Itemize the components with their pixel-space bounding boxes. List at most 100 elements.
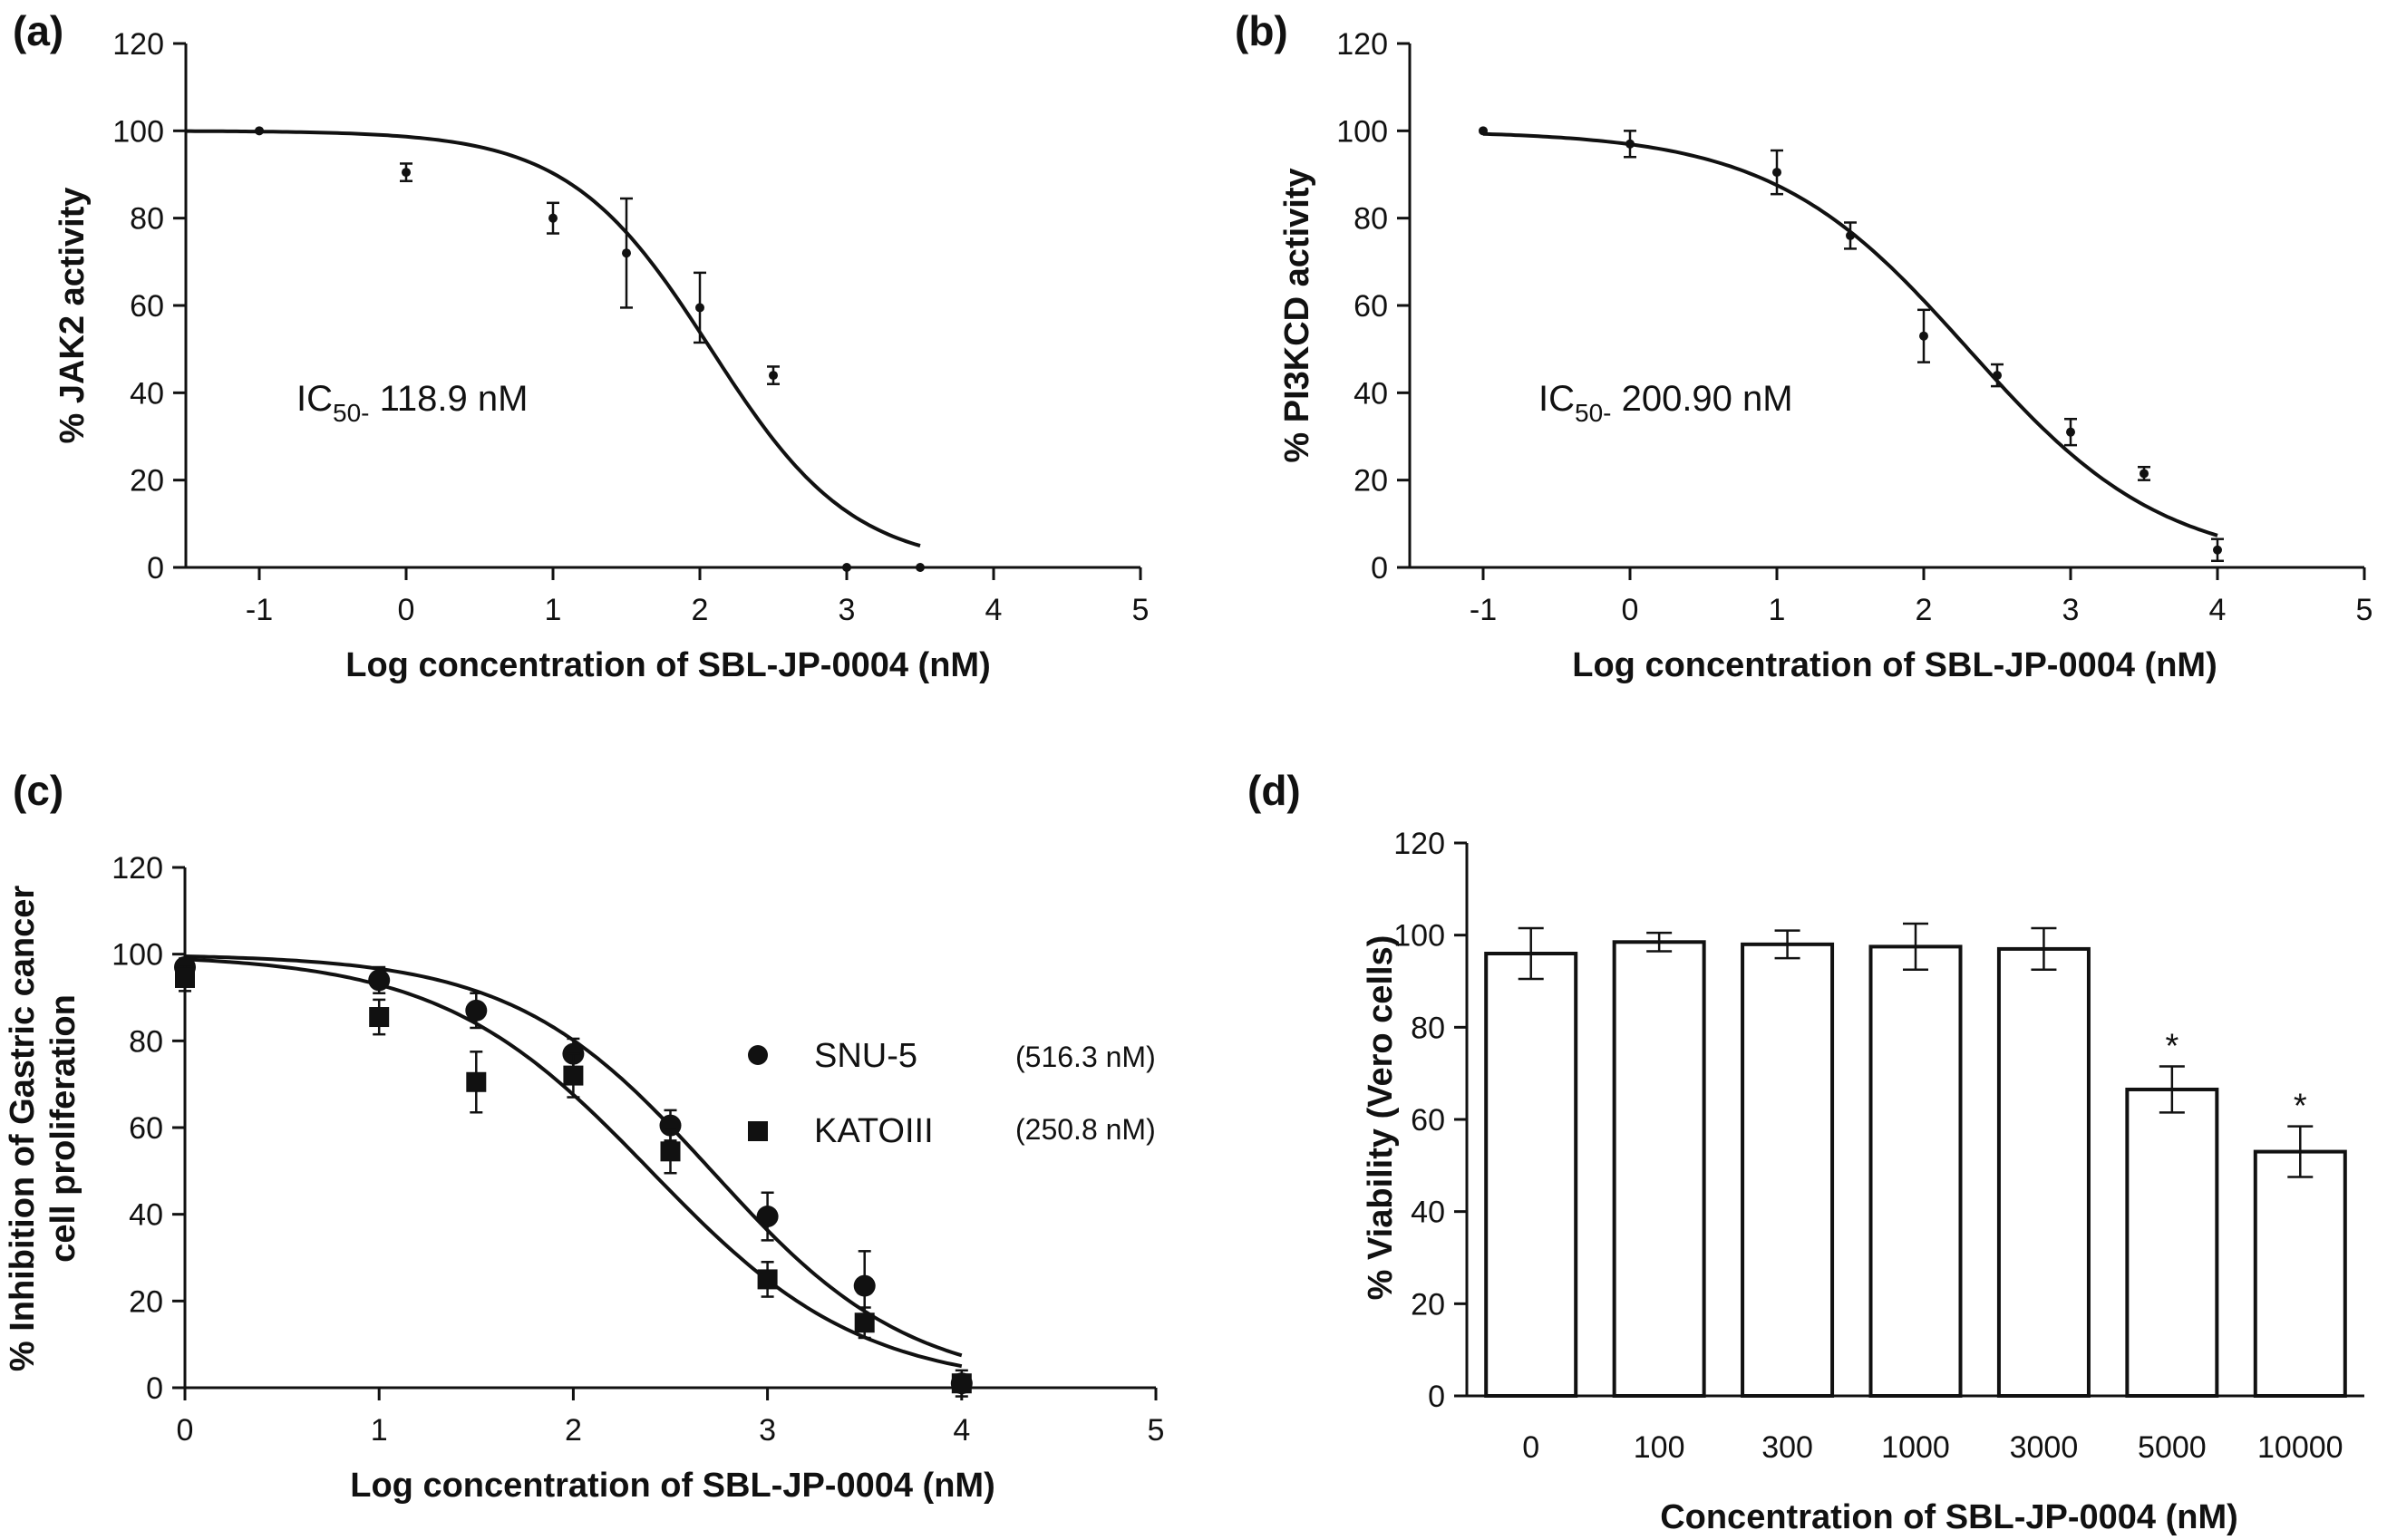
data-point-square [660, 1141, 681, 1162]
panel-d-x-axis-title: Concentration of SBL-JP-0004 (nM) [1660, 1498, 2238, 1536]
x-tick-label: 2 [692, 593, 709, 627]
y-tick-label: 100 [112, 114, 164, 149]
data-point [402, 168, 411, 178]
y-tick-label: 0 [146, 1371, 163, 1406]
x-tick-label: -1 [1470, 593, 1497, 627]
legend-snu5-label: SNU-5 [814, 1037, 917, 1075]
x-category-label: 300 [1761, 1430, 1813, 1465]
panel-c-x-axis-title: Log concentration of SBL-JP-0004 (nM) [350, 1467, 995, 1505]
panel-c-legend: SNU-5 (516.3 nM) KATOIII (250.8 nM) [748, 1037, 1156, 1150]
x-tick-label: 4 [953, 1413, 970, 1448]
ic50-prefix: IC [296, 379, 333, 419]
data-point [2213, 545, 2222, 555]
panel-a-fit-curve [186, 129, 921, 548]
panel-d-label: (d) [1247, 767, 1301, 814]
x-tick-label: 1 [371, 1413, 388, 1448]
data-point [2066, 427, 2075, 437]
panel-b-data-points [1479, 126, 2224, 563]
x-category-label: 100 [1634, 1430, 1685, 1465]
significance-asterisk: * [2165, 1028, 2178, 1066]
panel-d-axes [1465, 843, 2364, 1398]
ic50-prefix: IC [1538, 379, 1575, 419]
panel-b-ic50-annotation: IC50- 200.90 nM [1538, 379, 1793, 427]
panel-b-axes [1408, 44, 2364, 569]
y-tick-label: 0 [147, 551, 164, 586]
legend-snu5-ic50: (516.3 nM) [1015, 1041, 1156, 1073]
panel-c-label: (c) [13, 767, 63, 814]
panel-c-x-axis: 0 1 2 3 4 5 [177, 1388, 1165, 1448]
x-category-label: 0 [1522, 1430, 1539, 1465]
y-tick-label: 100 [1393, 919, 1445, 954]
panel-b-fit-curve [1482, 131, 2218, 538]
y-tick-label: 40 [130, 376, 164, 411]
x-tick-label: 5 [1148, 1413, 1165, 1448]
x-tick-label: 5 [1132, 593, 1150, 627]
x-tick-label: -1 [246, 593, 273, 627]
y-tick-label: 20 [130, 464, 164, 499]
data-point-square [563, 1065, 584, 1086]
data-point [1625, 139, 1635, 149]
panel-a-y-axis: 0 20 40 60 80 100 120 [112, 27, 186, 586]
panel-c-fit-curve-snu5 [184, 954, 963, 1358]
x-tick-label: 3 [759, 1413, 776, 1448]
data-point [465, 999, 488, 1022]
y-tick-label: 0 [1428, 1380, 1445, 1414]
y-tick-label: 20 [1411, 1287, 1445, 1322]
panel-b-x-axis-title: Log concentration of SBL-JP-0004 (nM) [1572, 646, 2217, 684]
panel-b-label: (b) [1235, 7, 1288, 54]
ic50-subscript: 50- [333, 399, 369, 427]
x-tick-label: 2 [565, 1413, 582, 1448]
bar [2125, 1087, 2219, 1399]
x-category-label: 3000 [2010, 1430, 2079, 1465]
data-point [1993, 371, 2002, 381]
x-tick-label: 1 [545, 593, 562, 627]
data-point [1772, 168, 1781, 178]
panel-c-y-axis: 0 20 40 60 80 100 120 [112, 851, 185, 1406]
panel-d-bars: ** [1484, 922, 2347, 1399]
panel-d-x-axis: 0 100 300 1000 3000 5000 10000 [1522, 1430, 2343, 1465]
data-point [1479, 126, 1488, 136]
bar [1612, 940, 1706, 1398]
x-tick-label: 0 [177, 1413, 194, 1448]
y-tick-label: 120 [112, 27, 164, 62]
bar [1996, 946, 2091, 1398]
x-tick-label: 3 [839, 593, 856, 627]
panel-c-y-axis-title-line1: % Inhibition of Gastric cancer [4, 886, 42, 1372]
bar [1484, 952, 1578, 1398]
y-tick-label: 100 [112, 938, 163, 973]
bar [2253, 1149, 2347, 1399]
panel-d-y-axis-title: % Viability (Vero cells) [1362, 935, 1400, 1301]
y-tick-label: 40 [129, 1198, 163, 1233]
data-point-square [854, 1312, 875, 1333]
x-tick-label: 0 [1622, 593, 1639, 627]
panel-c-gastric-cancer-chart: (c) 0 20 40 60 80 100 120 0 1 2 3 4 5 Log concentra… [4, 767, 1164, 1505]
y-tick-label: 60 [130, 289, 164, 324]
panel-a-axes [184, 44, 1140, 569]
panel-d-y-axis: 0 20 40 60 80 100 120 [1393, 827, 1467, 1414]
data-point-square [951, 1373, 972, 1394]
panel-b-y-axis: 0 20 40 60 80 100 120 [1336, 27, 1410, 586]
y-tick-label: 80 [1411, 1011, 1445, 1045]
y-tick-label: 60 [1354, 289, 1388, 324]
x-tick-label: 5 [2356, 593, 2373, 627]
y-tick-label: 0 [1371, 551, 1388, 586]
data-point-square [466, 1071, 487, 1092]
panel-a-x-axis: -1 0 1 2 3 4 5 [246, 567, 1150, 627]
y-tick-label: 120 [1393, 827, 1445, 861]
panel-b-x-axis: -1 0 1 2 3 4 5 [1470, 567, 2373, 627]
panel-a-jak2-chart: (a) 0 20 40 60 80 100 120 -1 0 1 2 3 4 5 Log concent… [13, 7, 1149, 684]
panel-c-fit-curve-katoiii [184, 957, 963, 1369]
x-tick-label: 0 [398, 593, 415, 627]
data-point [622, 248, 631, 258]
x-tick-label: 4 [985, 593, 1003, 627]
x-tick-label: 2 [1916, 593, 1933, 627]
y-tick-label: 80 [1354, 202, 1388, 237]
data-point [756, 1206, 779, 1228]
y-tick-label: 20 [1354, 464, 1388, 499]
panel-c-data-points-katoiii [175, 964, 972, 1394]
data-point [255, 126, 264, 136]
panel-b-pi3kcd-chart: (b) 0 20 40 60 80 100 120 -1 0 1 2 3 4 5 Log concent… [1235, 7, 2372, 684]
legend-circle-marker-icon [748, 1045, 768, 1065]
data-point-square [175, 967, 195, 988]
